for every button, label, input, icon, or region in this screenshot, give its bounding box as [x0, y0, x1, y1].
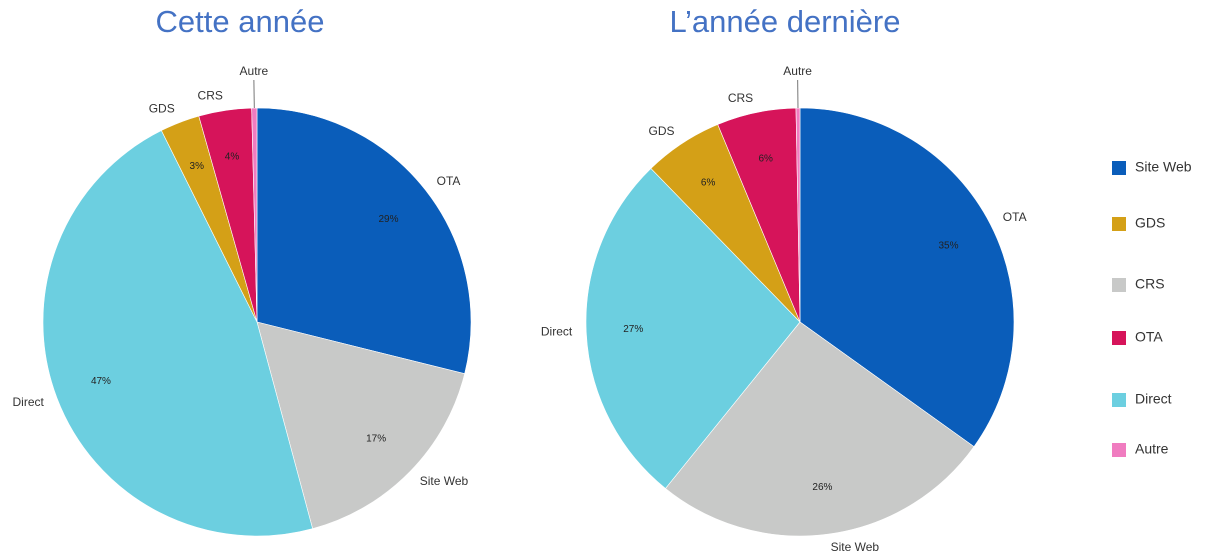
slice-label: Direct	[541, 325, 573, 339]
slice-label: GDS	[149, 102, 175, 116]
data-label: 27%	[623, 324, 643, 335]
slice-label: CRS	[198, 89, 223, 103]
pie-slice	[795, 107, 801, 323]
slice-label: CRS	[728, 91, 753, 105]
legend-swatch	[1112, 217, 1126, 231]
pie-slice	[42, 130, 313, 537]
data-label: 3%	[190, 161, 205, 172]
chart-title: L’année dernière	[670, 4, 901, 39]
data-label: 35%	[938, 240, 958, 251]
slice-label: OTA	[437, 174, 461, 188]
legend-swatch	[1112, 393, 1126, 407]
data-label: 29%	[379, 214, 399, 225]
slice-label: Autre	[783, 64, 812, 78]
legend-swatch	[1112, 161, 1126, 175]
slice-label: GDS	[649, 124, 675, 138]
legend-swatch	[1112, 443, 1126, 457]
legend-swatch	[1112, 278, 1126, 292]
legend-label: OTA	[1135, 329, 1163, 345]
legend-label: Autre	[1135, 441, 1169, 457]
data-label: 6%	[759, 153, 774, 164]
data-label: 26%	[812, 482, 832, 493]
data-label: 4%	[225, 152, 240, 163]
data-label: 47%	[91, 376, 111, 387]
legend-swatch	[1112, 331, 1126, 345]
pie-slice	[799, 107, 1015, 448]
pie-slice	[256, 107, 472, 375]
data-label: 17%	[366, 434, 386, 445]
pie-slice	[256, 321, 466, 530]
chart-title: Cette année	[156, 4, 325, 39]
slice-label: Autre	[240, 64, 269, 78]
legend-label: Direct	[1135, 391, 1172, 407]
slice-label: Direct	[13, 395, 45, 409]
legend-label: Site Web	[1135, 159, 1192, 175]
data-label: 6%	[701, 177, 716, 188]
slice-label: Site Web	[420, 474, 469, 488]
pie-slice	[665, 321, 975, 537]
legend-label: GDS	[1135, 215, 1165, 231]
legend-label: CRS	[1135, 276, 1165, 292]
pie-slice	[585, 168, 801, 489]
slice-label: Site Web	[831, 540, 880, 554]
slice-label: OTA	[1003, 210, 1027, 224]
